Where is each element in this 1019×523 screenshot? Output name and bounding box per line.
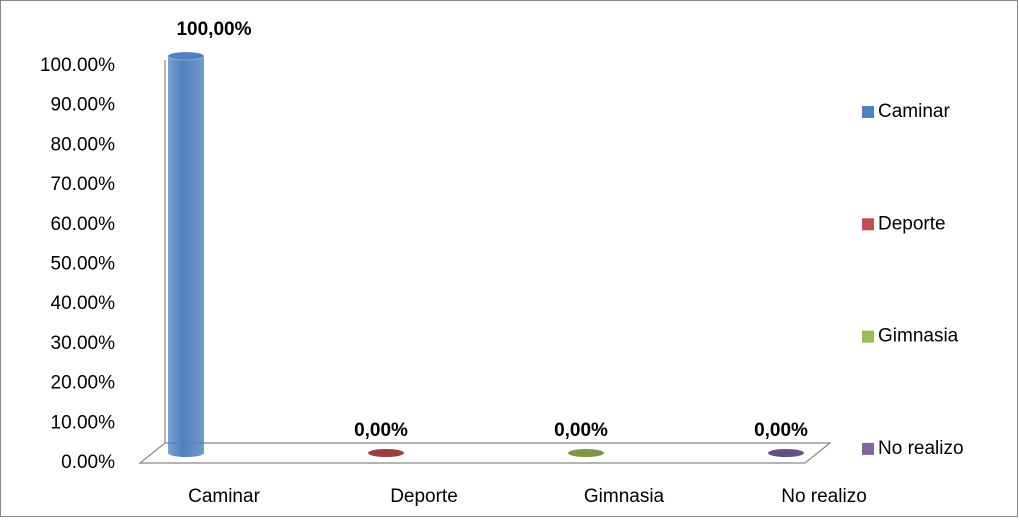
- x-tick-label: Gimnasia: [584, 486, 665, 507]
- legend-label: Deporte: [878, 213, 946, 234]
- floor: [138, 60, 832, 464]
- y-tick-label: 40.00%: [51, 293, 116, 314]
- cylinder-top: [768, 449, 804, 457]
- y-tick-label: 100.00%: [40, 55, 115, 76]
- value-label: 0,00%: [554, 420, 608, 441]
- cylinder-top: [568, 449, 604, 457]
- bar: [368, 449, 404, 457]
- value-label: 100,00%: [176, 19, 251, 40]
- cylinder-top: [368, 449, 404, 457]
- value-label: 0,00%: [754, 420, 808, 441]
- legend-label: Caminar: [878, 101, 950, 122]
- legend-label: Gimnasia: [878, 326, 959, 347]
- cylinder-body: [168, 56, 204, 457]
- cylinder-top: [167, 51, 205, 61]
- x-tick-label: No realizo: [781, 486, 867, 507]
- y-tick-label: 90.00%: [51, 95, 116, 116]
- value-label: 0,00%: [354, 420, 408, 441]
- x-tick-label: Caminar: [188, 486, 260, 507]
- bar: [568, 449, 604, 457]
- y-tick-label: 50.00%: [51, 254, 116, 275]
- legend-swatch: [862, 106, 874, 118]
- bar: [768, 449, 804, 457]
- legend-swatch: [862, 442, 874, 455]
- y-tick-label: 20.00%: [51, 373, 116, 394]
- y-tick-label: 0.00%: [61, 452, 115, 473]
- legend-swatch: [862, 330, 874, 343]
- bar: [167, 51, 205, 457]
- y-tick-label: 70.00%: [51, 174, 116, 195]
- y-tick-label: 60.00%: [51, 214, 116, 235]
- x-tick-label: Deporte: [390, 486, 458, 507]
- legend-label: No realizo: [878, 438, 964, 459]
- y-tick-label: 30.00%: [51, 333, 116, 354]
- legend-swatch: [862, 218, 874, 231]
- y-tick-label: 80.00%: [51, 134, 116, 155]
- y-tick-label: 10.00%: [51, 412, 116, 433]
